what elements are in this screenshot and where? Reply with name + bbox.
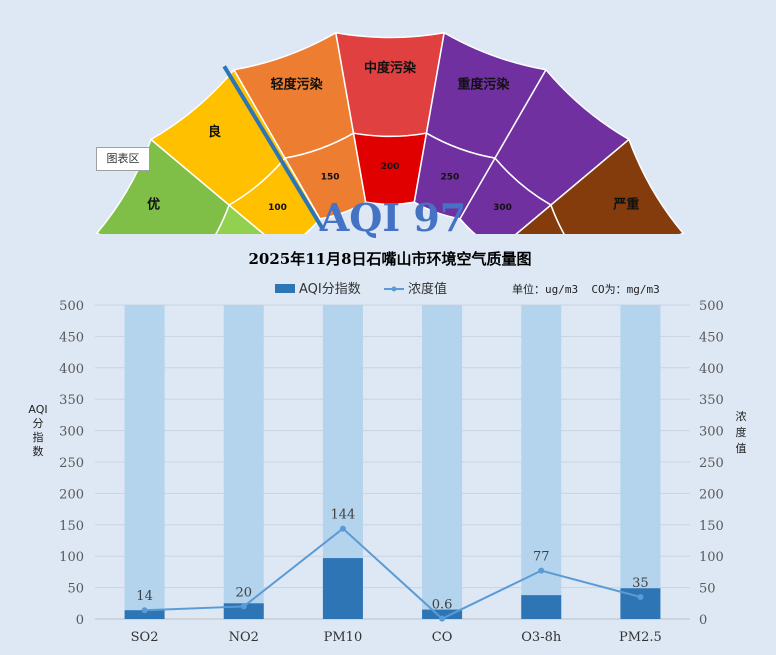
concentration-point	[339, 525, 346, 532]
concentration-point	[240, 603, 247, 610]
x-tick-label: PM2.5	[619, 630, 662, 645]
axis-title-char: 分	[33, 417, 44, 430]
concentration-data-label: 14	[136, 589, 153, 604]
x-tick-label: O3-8h	[521, 630, 562, 645]
y-tick-label-right: 50	[699, 582, 716, 597]
chart-area-button[interactable]: 图表区	[96, 147, 150, 171]
x-tick-label: SO2	[131, 630, 159, 645]
gauge-category-label: 良	[208, 124, 221, 140]
legend-label-aqi: AQI分指数	[299, 282, 361, 297]
background-bar	[521, 305, 562, 619]
axis-title-char: 度	[736, 425, 747, 439]
y-tick-label-left: 150	[59, 519, 84, 534]
y-tick-label-right: 300	[699, 425, 724, 440]
legend-swatch-aqi	[275, 284, 295, 293]
y-tick-label-right: 0	[699, 613, 707, 628]
gauge-category-label: 重度污染	[457, 76, 510, 92]
legend-label-concentration: 浓度值	[408, 281, 447, 297]
y-tick-label-right: 200	[699, 487, 724, 502]
gauge-category-label: 中度污染	[364, 60, 417, 76]
chart-legend: AQI分指数 浓度值	[275, 281, 447, 297]
aqi-bar	[322, 558, 363, 619]
aqi-bar	[422, 609, 463, 619]
unit-note: 单位：ug/m3 CO为：mg/m3	[512, 282, 660, 296]
aqi-bar	[124, 610, 165, 619]
y-tick-label-right: 100	[699, 550, 724, 565]
x-tick-label: CO	[432, 630, 453, 645]
gauge-value-label: 200	[381, 162, 400, 172]
gauge-category-label: 优	[147, 197, 160, 213]
gauge-value-label: 300	[493, 203, 512, 213]
aqi-value-label: AQI 97	[319, 195, 466, 240]
y-tick-label-left: 450	[59, 330, 84, 345]
concentration-data-label: 77	[533, 550, 550, 565]
y-tick-label-right: 350	[699, 393, 724, 408]
concentration-point	[141, 607, 148, 614]
y-tick-label-left: 300	[59, 425, 84, 440]
y-tick-label-left: 0	[76, 613, 84, 628]
y-axis-title-left: AQI分指数	[28, 403, 47, 458]
y-tick-label-right: 250	[699, 456, 724, 471]
axis-title-char: 指	[33, 430, 44, 444]
background-bar	[223, 305, 264, 619]
background-bar	[620, 305, 661, 619]
gauge-value-label: 100	[268, 203, 287, 213]
concentration-point	[439, 615, 446, 622]
gauge-needle	[222, 65, 325, 230]
y-tick-label-left: 400	[59, 362, 84, 377]
aqi-bar	[521, 595, 562, 619]
x-tick-label: PM10	[324, 630, 363, 645]
background-bar	[124, 305, 165, 619]
gauge-value-label: 250	[440, 173, 459, 183]
y-tick-label-left: 50	[67, 582, 84, 597]
legend-marker-concentration	[391, 286, 397, 292]
concentration-data-label: 20	[235, 585, 252, 600]
gauge-value-label: 150	[321, 173, 340, 183]
background-bar	[422, 305, 463, 619]
y-tick-label-left: 350	[59, 393, 84, 408]
axis-title-char: 浓	[736, 410, 747, 423]
y-tick-label-left: 100	[59, 550, 84, 565]
y-axis-title-right: 浓度值	[736, 410, 747, 455]
axis-title-char: 数	[33, 445, 44, 458]
concentration-point	[538, 567, 545, 574]
concentration-point	[637, 594, 644, 601]
plot-area: 0 0 50 50 100 100 150 150 200 200 250 250 300 300 350 3…	[59, 299, 724, 645]
concentration-line	[144, 527, 641, 620]
axis-title-char: AQI	[28, 403, 47, 416]
x-tick-label: NO2	[229, 630, 259, 645]
y-tick-label-right: 500	[699, 299, 724, 314]
gauge-category-label: 轻度污染	[271, 76, 324, 92]
y-tick-label-left: 250	[59, 456, 84, 471]
concentration-data-label: 144	[331, 508, 356, 523]
y-tick-label-left: 500	[59, 299, 84, 314]
y-tick-label-left: 200	[59, 487, 84, 502]
y-tick-label-right: 150	[699, 519, 724, 534]
concentration-data-label: 35	[632, 576, 649, 591]
y-tick-label-right: 450	[699, 330, 724, 345]
chart-title: 2025年11月8日石嘴山市环境空气质量图	[248, 250, 531, 268]
gauge-category-label: 严重	[612, 197, 639, 213]
axis-title-char: 值	[736, 442, 747, 455]
concentration-data-label: 0.6	[432, 598, 453, 613]
y-tick-label-right: 400	[699, 362, 724, 377]
